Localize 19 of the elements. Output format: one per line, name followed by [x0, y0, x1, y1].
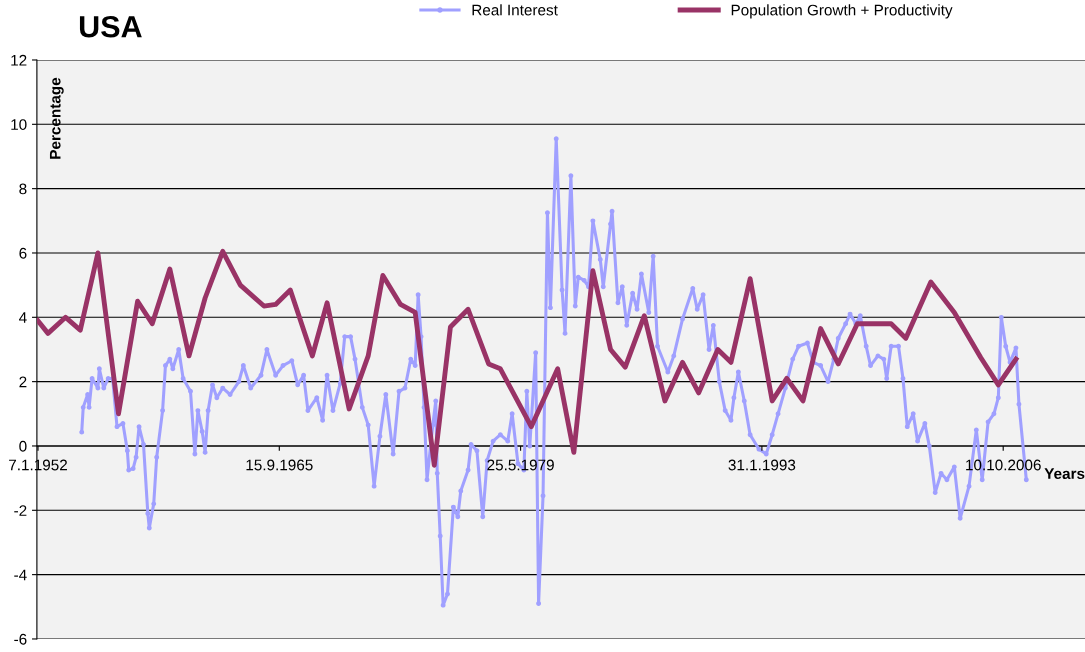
x-axis-title: Years: [1044, 468, 1085, 480]
y-tick-label: 10: [11, 119, 27, 130]
y-tick-label: 12: [11, 54, 27, 66]
y-tick-label: 6: [19, 247, 27, 259]
x-tick-label: 10.10.2006: [966, 459, 1041, 471]
chart-title: USA: [79, 15, 142, 38]
y-axis-title: Percentage: [49, 77, 64, 159]
x-tick-label: 25.5.1979: [487, 459, 554, 471]
y-tick-label: 0: [19, 440, 27, 452]
x-tick-label: 15.9.1965: [246, 459, 313, 471]
y-tick-label: -6: [14, 633, 27, 645]
legend-label: Real Interest: [472, 4, 558, 16]
y-tick-label: -2: [14, 505, 27, 516]
y-tick-label: 4: [19, 312, 27, 323]
x-tick-label: 31.1.1993: [728, 459, 796, 471]
y-tick-label: -4: [14, 569, 27, 581]
legend-label: Population Growth + Productivity: [731, 4, 953, 19]
y-tick-label: 2: [19, 376, 27, 388]
y-tick-label: 8: [19, 183, 27, 195]
